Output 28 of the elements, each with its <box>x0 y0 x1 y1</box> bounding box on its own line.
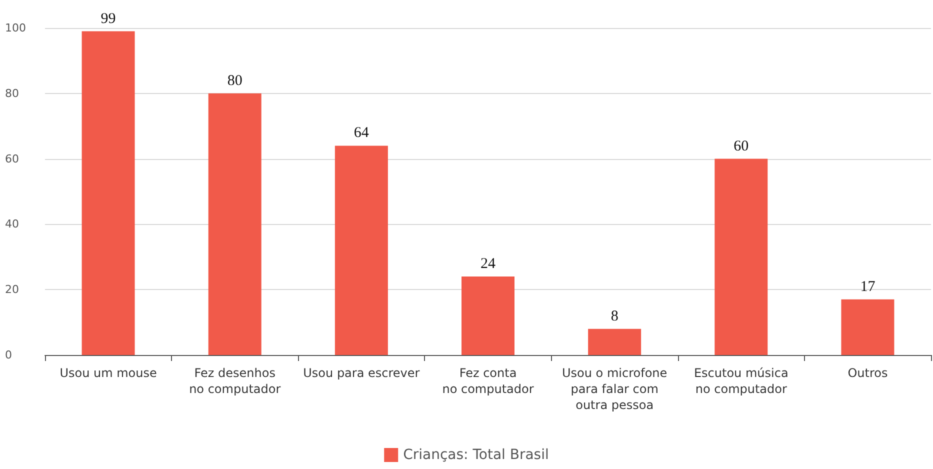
bar <box>208 93 262 355</box>
data-label: 80 <box>227 72 242 89</box>
x-tick-label: Usou para escrever <box>303 366 420 380</box>
data-label: 24 <box>480 256 496 272</box>
bar <box>714 158 768 355</box>
y-tick-label: 80 <box>5 86 19 100</box>
data-label: 64 <box>354 125 370 142</box>
bar <box>588 328 642 355</box>
y-tick-label: 0 <box>5 348 12 362</box>
data-label: 60 <box>734 138 749 154</box>
x-tick-label: Fez conta no computador <box>442 366 534 396</box>
y-tick-label: 20 <box>5 283 19 296</box>
data-label: 99 <box>100 10 116 27</box>
data-label: 8 <box>610 308 618 324</box>
x-tick-label: Fez desenhos no computador <box>189 366 281 396</box>
bar <box>841 299 894 355</box>
legend-label: Crianças: Total Brasil <box>403 447 549 463</box>
x-tick-label: Outros <box>848 366 888 380</box>
x-tick-label: Usou um mouse <box>60 366 157 380</box>
y-tick-label: 40 <box>5 218 19 231</box>
data-label: 17 <box>860 278 876 295</box>
bar <box>334 146 388 355</box>
y-tick-label: 60 <box>5 152 19 166</box>
x-tick-label: Escutou música no computador <box>694 366 788 396</box>
x-tick-label: Usou o microfone para falar com outra pessoa <box>562 366 668 412</box>
bar <box>82 31 135 355</box>
bar <box>462 276 514 355</box>
y-tick-label: 100 <box>5 22 26 34</box>
